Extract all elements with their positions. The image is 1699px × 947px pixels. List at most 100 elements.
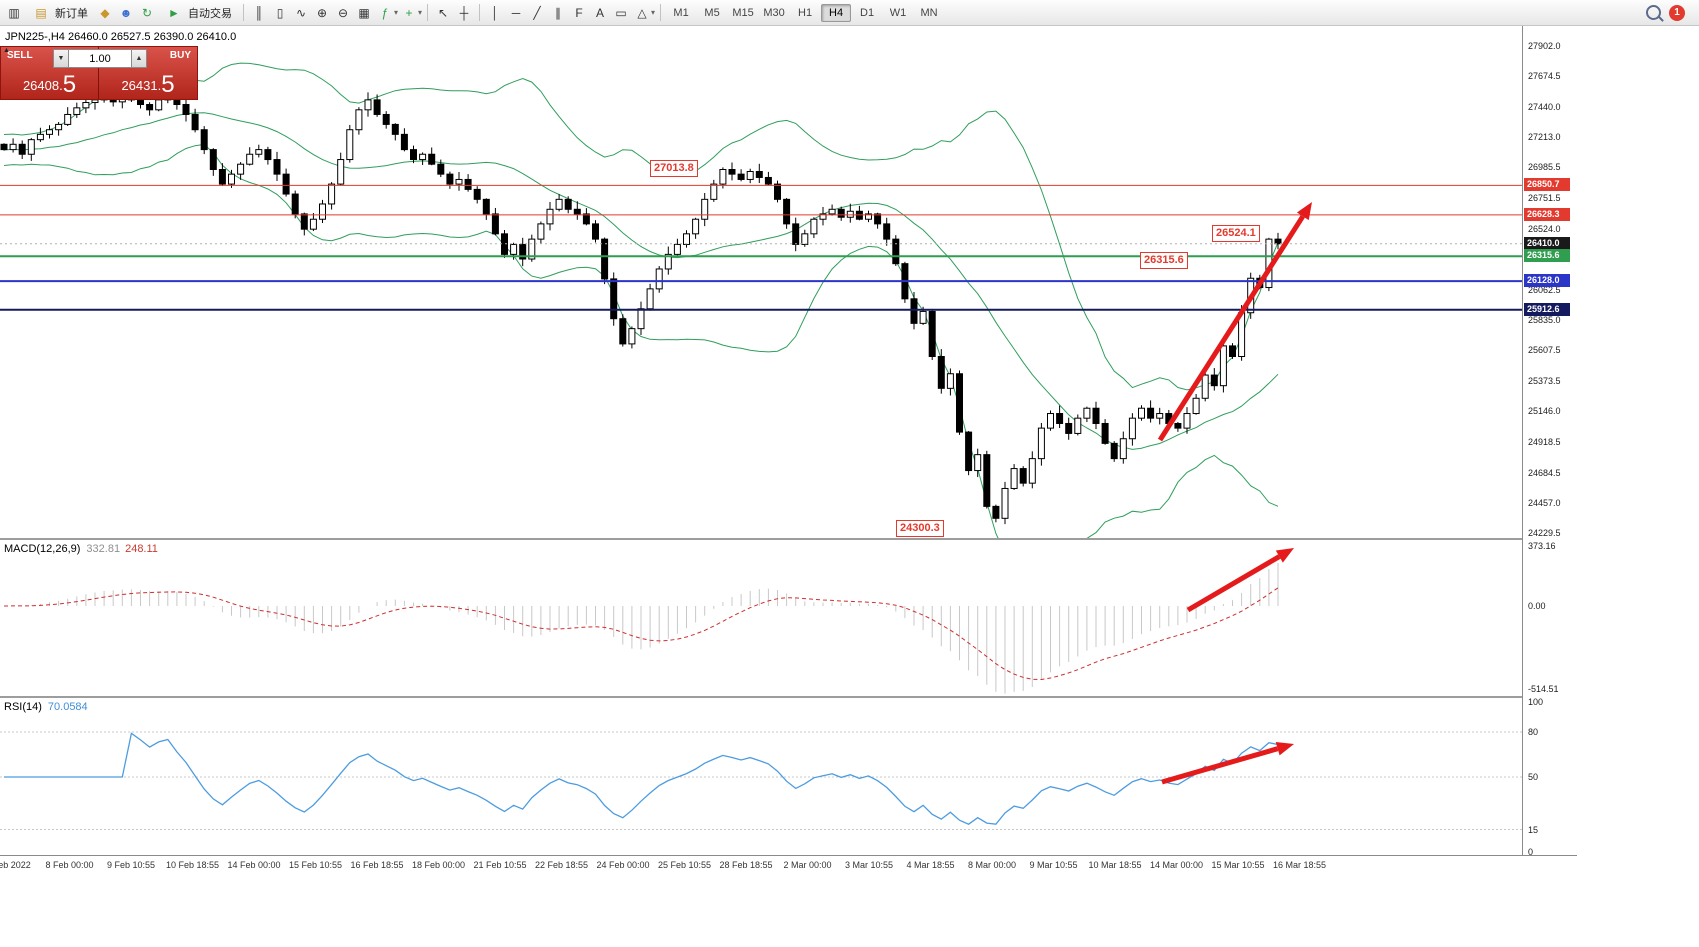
price-callout[interactable]: 26315.6	[1140, 252, 1188, 270]
time-axis-label: 18 Feb 00:00	[411, 860, 466, 870]
shapes-dropdown-icon[interactable]: ▾	[651, 8, 656, 17]
time-axis-label: 15 Mar 10:55	[1211, 860, 1265, 870]
text-tool-icon[interactable]: A	[596, 5, 605, 20]
time-axis-label: 2 Mar 00:00	[783, 860, 832, 870]
macd-canvas[interactable]	[0, 540, 1522, 696]
timeframe-W1[interactable]: W1	[889, 6, 907, 19]
price-axis-label: 24918.5	[1528, 436, 1561, 447]
price-axis-label: 25146.0	[1528, 406, 1561, 417]
indicators-dropdown-icon[interactable]: ▾	[394, 8, 399, 17]
macd-axis-label: 373.16	[1528, 540, 1556, 551]
indicators-icon[interactable]: ƒ	[381, 5, 389, 20]
time-axis-label: 15 Feb 10:55	[288, 860, 343, 870]
panel-splitter[interactable]	[0, 538, 1577, 540]
horizontal-line-icon[interactable]: ─	[511, 5, 521, 20]
buy-price: 26431.5	[99, 71, 197, 98]
cursor-icon[interactable]: ↖	[438, 5, 449, 20]
timeframe-M15[interactable]: M15	[732, 6, 754, 19]
macd-signal-value: 248.11	[125, 543, 158, 555]
trend-arrow[interactable]	[1157, 214, 1305, 442]
shapes-icon[interactable]: △	[637, 5, 647, 20]
timeframe-H1[interactable]: H1	[798, 6, 813, 19]
bar-chart-icon[interactable]: ║	[254, 5, 264, 20]
timeframe-MN[interactable]: MN	[920, 6, 938, 19]
refresh-icon[interactable]: ↻	[141, 5, 153, 20]
tile-windows-icon[interactable]: ▦	[358, 5, 370, 20]
toolbar-separator	[243, 4, 244, 21]
autotrading-label: 自动交易	[188, 7, 232, 20]
rsi-panel: RSI(14) 70.0584	[0, 698, 1522, 855]
price-axis-label: 25373.5	[1528, 376, 1561, 387]
autotrading-button[interactable]: ► 自动交易	[158, 3, 238, 23]
add-indicator-dropdown-icon[interactable]: ▾	[418, 8, 423, 17]
search-icon[interactable]	[1646, 5, 1661, 20]
price-callout[interactable]: 24300.3	[896, 519, 944, 537]
rsi-axis-label: 80	[1528, 727, 1539, 737]
price-axis-label: 26751.5	[1528, 193, 1561, 204]
buy-price-pip: 5	[161, 71, 175, 98]
crosshair-icon[interactable]: ┼	[459, 5, 469, 20]
zoom-out-icon[interactable]: ⊖	[337, 5, 349, 20]
vertical-line-icon[interactable]: │	[491, 5, 499, 20]
sell-label: SELL	[7, 50, 33, 61]
new-order-icon: ▤	[35, 5, 47, 20]
price-callout[interactable]: 26524.1	[1212, 224, 1260, 242]
new-chart-icon[interactable]: ▥	[8, 5, 20, 20]
time-axis-label: 14 Mar 00:00	[1149, 860, 1204, 870]
timeframe-M5[interactable]: M5	[704, 6, 720, 19]
price-axis-label: 26062.5	[1528, 284, 1561, 295]
fibonacci-icon[interactable]: F	[575, 5, 583, 20]
history-center-icon[interactable]: ◆	[100, 5, 110, 20]
price-callout[interactable]: 27013.8	[650, 159, 698, 177]
toolbar-separator	[479, 4, 481, 21]
trend-arrow[interactable]	[1161, 746, 1279, 785]
zoom-in-icon[interactable]: ⊕	[316, 5, 328, 20]
one-click-collapse-icon[interactable]: ▲	[3, 47, 10, 54]
timeframe-M1[interactable]: M1	[673, 6, 689, 19]
price-axis-label: 27674.5	[1528, 71, 1561, 82]
panel-splitter[interactable]	[0, 696, 1577, 698]
price-axis-label: 25835.0	[1528, 315, 1561, 326]
main-chart-canvas[interactable]	[0, 26, 1522, 538]
price-axis-label: 24229.5	[1528, 527, 1561, 538]
text-label-icon[interactable]: ▭	[615, 5, 627, 20]
macd-name: MACD(12,26,9)	[4, 543, 81, 555]
new-order-button[interactable]: ▤ 新订单	[25, 3, 94, 23]
timeframe-M30[interactable]: M30	[763, 6, 785, 19]
time-axis-label: 10 Mar 18:55	[1088, 860, 1142, 870]
volume-input[interactable]: 1.00	[69, 49, 131, 68]
timeframe-D1[interactable]: D1	[860, 6, 875, 19]
candlestick-chart-icon[interactable]: ▯	[276, 5, 284, 20]
sell-price-main: 26408.	[22, 78, 63, 93]
rsi-canvas[interactable]	[0, 698, 1522, 855]
trendline-icon[interactable]: ╱	[533, 5, 541, 20]
time-axis-label: 9 Mar 10:55	[1029, 860, 1078, 870]
price-tag: 25912.6	[1524, 302, 1570, 316]
rsi-axis-label: 100	[1528, 697, 1544, 707]
time-axis[interactable]: 7 Feb 2022 8 Feb 00:00 9 Feb 10:55 10 Feb 1…	[0, 855, 1577, 876]
price-axis-label: 26524.0	[1528, 223, 1561, 234]
volume-decrease-button[interactable]: ▼	[53, 49, 69, 68]
new-order-label: 新订单	[55, 7, 88, 20]
price-tag: 26128.0	[1524, 274, 1570, 288]
timeframe-H4[interactable]: H4	[821, 3, 852, 22]
sell-button[interactable]: SELL 26408.5	[1, 47, 99, 99]
trend-arrow[interactable]	[1186, 554, 1281, 613]
buy-label: BUY	[169, 50, 191, 61]
main-toolbar: ▥ ▤ 新订单 ◆ ☻ ↻ ► 自动交易 ║ ▯ ∿ ⊕ ⊖ ▦ ƒ ▾ + ▾…	[0, 0, 1699, 26]
price-axis[interactable]: 27902.0 27674.5 27440.0 27213.0 26985.5 26751…	[1522, 26, 1600, 875]
line-chart-icon[interactable]: ∿	[295, 5, 307, 20]
time-axis-label: 3 Mar 10:55	[844, 860, 894, 870]
notification-badge[interactable]: 1	[1669, 4, 1685, 21]
time-axis-label: 16 Feb 18:55	[350, 860, 404, 870]
time-axis-label: 8 Mar 00:00	[967, 860, 1017, 870]
buy-price-main: 26431.	[121, 78, 162, 93]
add-indicator-icon[interactable]: +	[405, 5, 413, 20]
time-axis-label: 4 Mar 18:55	[906, 860, 955, 870]
profile-icon[interactable]: ☻	[119, 5, 133, 20]
price-axis-label: 27902.0	[1528, 40, 1561, 51]
buy-button[interactable]: BUY 26431.5	[99, 47, 197, 99]
volume-increase-button[interactable]: ▲	[131, 49, 147, 68]
channel-icon[interactable]: ∥	[555, 5, 562, 20]
